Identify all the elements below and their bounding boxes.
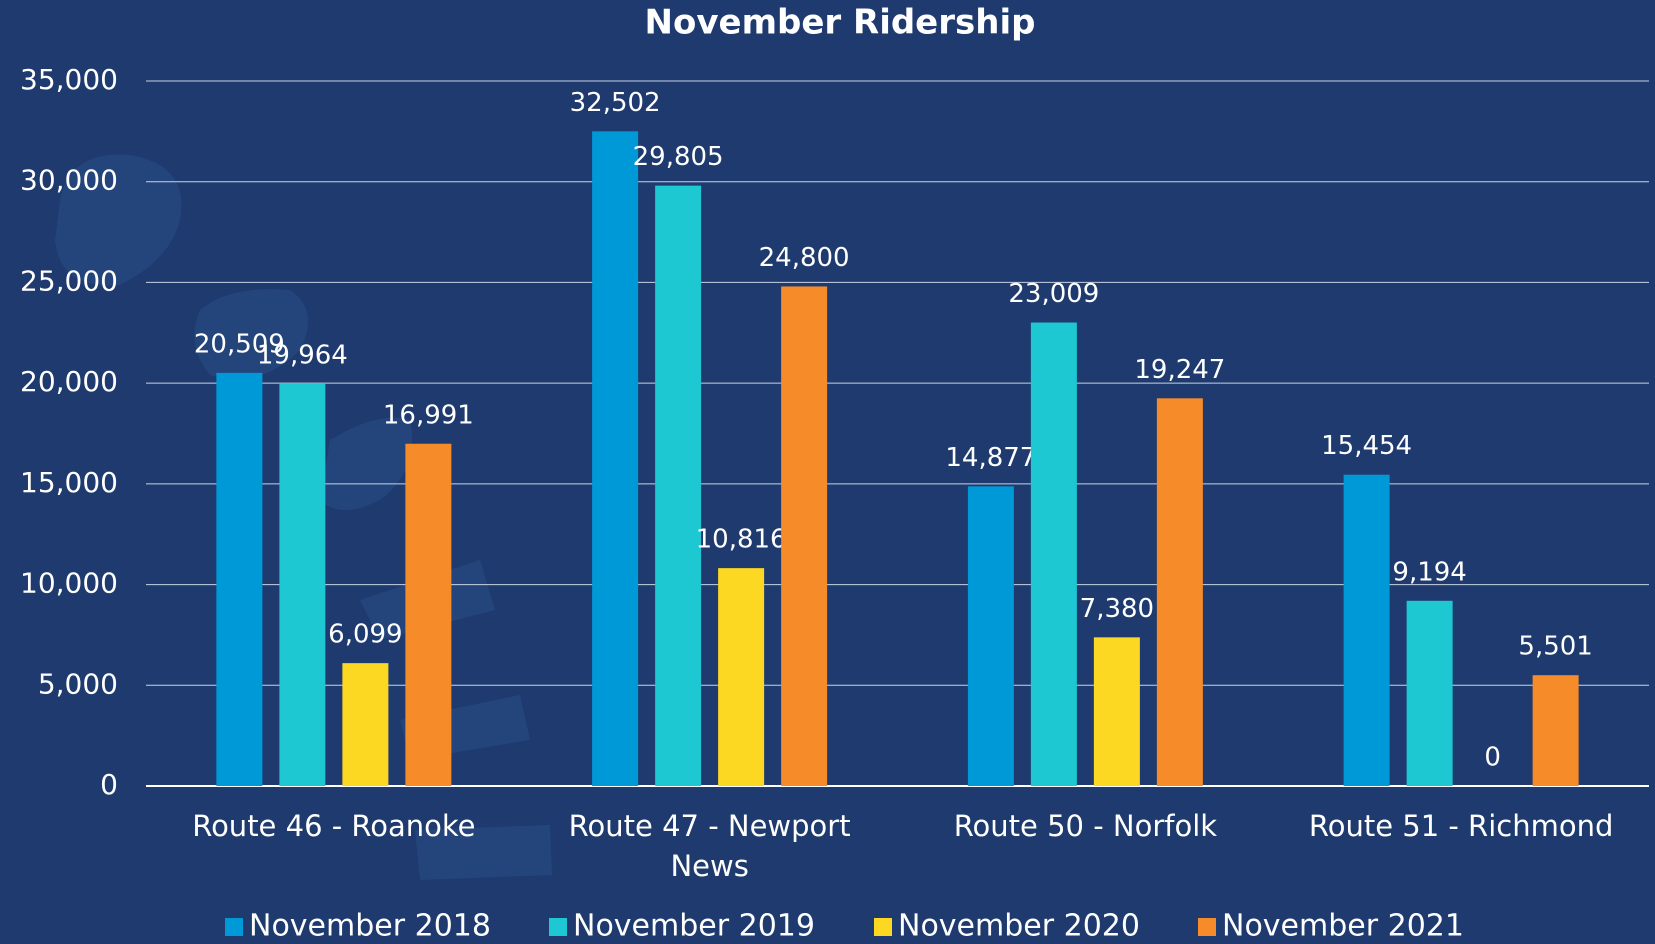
x-tick-label: Route 46 - Roanoke: [164, 806, 504, 846]
bar: [342, 663, 388, 786]
bar: [1407, 601, 1453, 786]
value-label: 0: [1484, 743, 1501, 773]
bar: [216, 373, 262, 786]
y-tick-label: 0: [100, 768, 118, 801]
value-label: 19,964: [257, 340, 348, 370]
value-label: 29,805: [633, 142, 724, 172]
value-label: 32,502: [570, 88, 661, 118]
y-tick-label: 25,000: [20, 264, 118, 297]
legend-label: November 2021: [1222, 909, 1464, 944]
y-tick-label: 15,000: [20, 466, 118, 499]
chart-page: November Ridership 0 5,000 10,000 15,000 20,…: [0, 0, 1655, 944]
x-tick-label: Route 50 - Norfolk: [915, 806, 1255, 846]
legend-label: November 2018: [249, 909, 491, 944]
x-tick-label: Route 51 - Richmond: [1291, 806, 1631, 846]
legend-swatch: [225, 918, 243, 936]
y-tick-label: 5,000: [38, 667, 118, 700]
value-label: 9,194: [1392, 557, 1466, 587]
value-label: 6,099: [328, 620, 402, 650]
bar: [592, 131, 638, 786]
bar: [718, 568, 764, 786]
chart-title: November Ridership: [645, 3, 1036, 43]
bar: [1533, 675, 1579, 786]
value-label: 19,247: [1134, 355, 1225, 385]
x-tick-label: Route 47 - Newport News: [540, 806, 880, 886]
y-tick-label: 20,000: [20, 365, 118, 398]
legend-swatch: [874, 918, 892, 936]
bar: [655, 186, 701, 786]
bar: [405, 444, 451, 786]
value-label: 16,991: [383, 400, 474, 430]
value-label: 7,380: [1080, 594, 1154, 624]
chart: November Ridership 0 5,000 10,000 15,000 20,…: [0, 0, 1655, 944]
value-label: 15,454: [1321, 431, 1412, 461]
bar: [781, 286, 827, 786]
value-label: 24,800: [759, 243, 850, 273]
bar: [279, 384, 325, 786]
bar: [1094, 637, 1140, 786]
legend-swatch: [1198, 918, 1216, 936]
y-tick-label: 30,000: [20, 164, 118, 197]
y-tick-label: 10,000: [20, 567, 118, 600]
bar: [1031, 323, 1077, 786]
bar: [1157, 398, 1203, 786]
legend-label: November 2019: [573, 909, 815, 944]
value-label: 14,877: [945, 443, 1036, 473]
y-tick-label: 35,000: [20, 63, 118, 96]
value-label: 10,816: [696, 525, 787, 555]
legend-label: November 2020: [898, 909, 1140, 944]
bar: [968, 486, 1014, 786]
legend-swatch: [549, 918, 567, 936]
bar: [1344, 475, 1390, 786]
value-label: 23,009: [1008, 279, 1099, 309]
value-label: 5,501: [1518, 632, 1592, 662]
